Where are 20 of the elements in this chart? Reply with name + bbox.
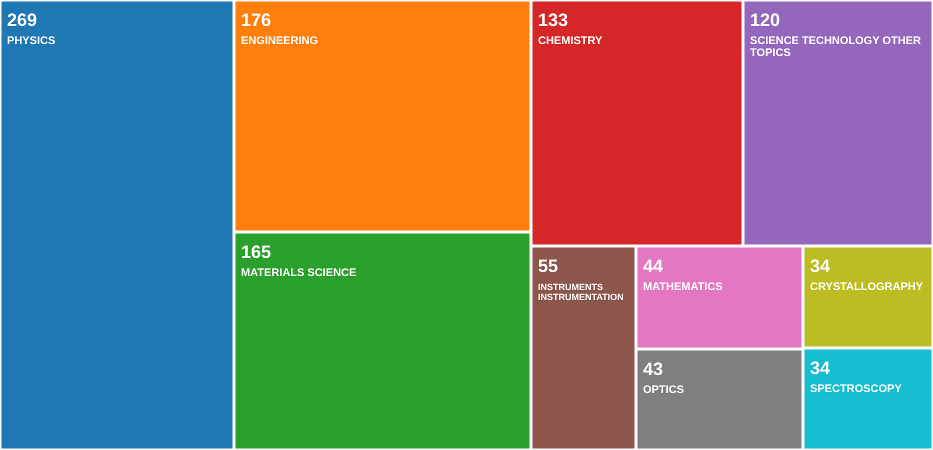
data-label: 43	[643, 359, 664, 379]
data-label: 34	[810, 256, 830, 276]
data-label: 165	[241, 242, 272, 262]
data-label: 176	[241, 10, 272, 30]
category-label: OPTICS	[643, 384, 684, 396]
data-label: 120	[750, 10, 780, 30]
category-label: CRYSTALLOGRAPHY	[810, 281, 924, 293]
category-label: ENGINEERING	[241, 35, 318, 47]
data-label: 269	[7, 10, 38, 30]
data-label: 133	[538, 10, 568, 30]
category-label: MATERIALS SCIENCE	[241, 267, 356, 279]
category-label: CHEMISTRY	[538, 35, 604, 47]
data-label: 55	[538, 256, 558, 276]
category-label: INSTRUMENTS INSTRUMENTATION	[538, 282, 624, 302]
category-label: SPECTROSCOPY	[810, 383, 902, 395]
data-label: 34	[810, 358, 830, 378]
category-label: SCIENCE TECHNOLOGY OTHER TOPICS	[750, 35, 921, 59]
data-label: 44	[643, 256, 664, 276]
category-label: PHYSICS	[7, 35, 56, 47]
category-label: MATHEMATICS	[643, 281, 723, 293]
